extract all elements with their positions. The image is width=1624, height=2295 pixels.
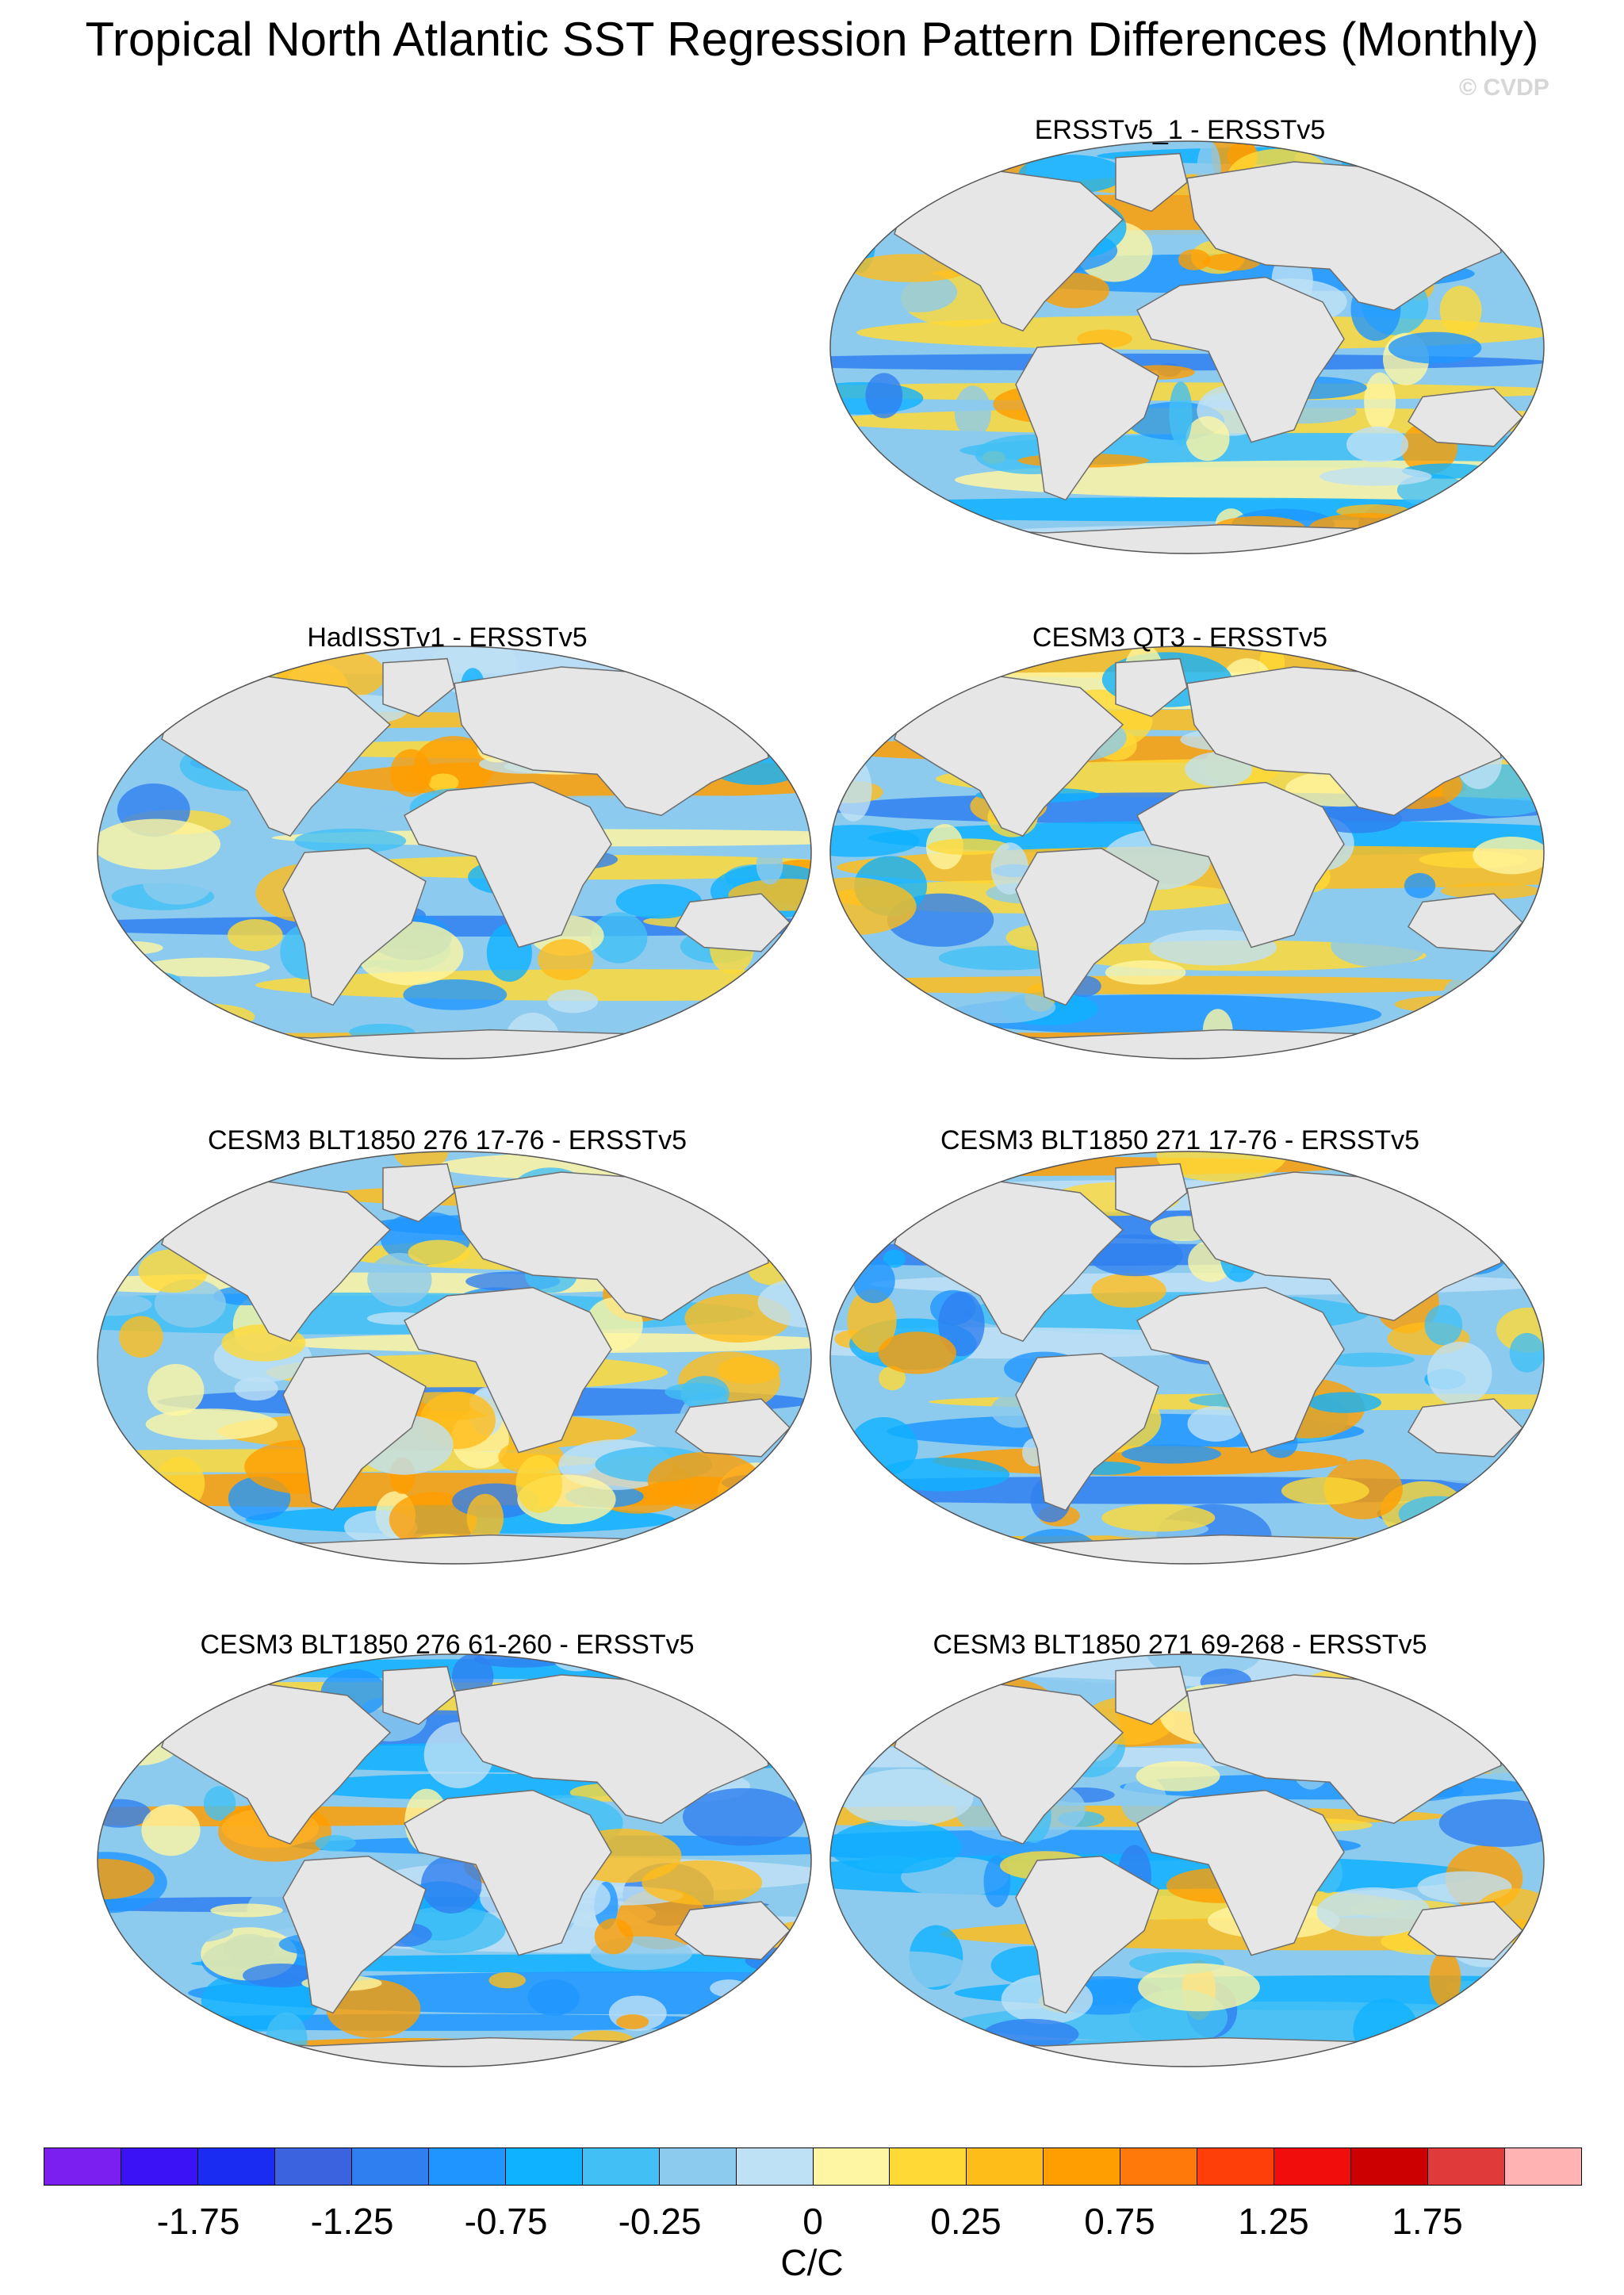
colorbar-swatch	[1428, 2148, 1506, 2185]
landmass	[894, 674, 1124, 837]
colorbar-swatch	[197, 2148, 275, 2185]
landmass	[282, 1856, 427, 2014]
panel-title-4: CESM3 BLT1850 276 17-76 - ERSSTv5	[207, 1125, 688, 1155]
landmass	[147, 1534, 762, 1564]
colorbar-swatch	[967, 2148, 1044, 2185]
colorbar-swatch	[736, 2148, 814, 2185]
landmass	[1115, 1163, 1188, 1223]
landmass	[161, 674, 392, 837]
landmass	[382, 657, 455, 718]
map-panel-6	[98, 1654, 811, 2067]
map-panel-3	[830, 646, 1544, 1059]
landmass	[404, 1286, 612, 1454]
colorbar-tick-label: 0.75	[1084, 2201, 1155, 2242]
landmass	[894, 1682, 1124, 1845]
landmass	[404, 1789, 612, 1956]
colorbar-swatch	[582, 2148, 660, 2185]
panel-title-1: ERSSTv5_1 - ERSSTv5	[1034, 115, 1326, 145]
landmass	[879, 523, 1495, 554]
colorbar-swatch	[505, 2148, 583, 2185]
colorbar-tick-label: 0	[802, 2201, 823, 2242]
map-panel-1	[830, 141, 1544, 554]
map-outline	[829, 140, 1545, 554]
landmass	[1408, 1398, 1524, 1458]
colorbar-swatch	[1274, 2148, 1352, 2185]
landmass	[1015, 343, 1159, 501]
landmass	[282, 848, 427, 1006]
map-outline	[97, 1151, 812, 1565]
landmass	[147, 1029, 762, 1059]
colorbar-swatch	[1351, 2148, 1429, 2185]
landmass	[382, 1665, 455, 1726]
landmass	[894, 1179, 1124, 1343]
landmass	[1115, 152, 1188, 213]
colorbar-tick-label: 1.25	[1238, 2201, 1309, 2242]
colorbar-swatch	[274, 2148, 352, 2185]
colorbar-tick-label: 0.25	[930, 2201, 1002, 2242]
landmass	[1408, 893, 1524, 952]
landmass	[161, 1179, 392, 1343]
copyright-watermark: © CVDP	[1459, 75, 1549, 101]
landmass	[1015, 1353, 1159, 1511]
landmass	[282, 1353, 427, 1511]
colorbar-tick-label: -0.75	[464, 2201, 548, 2242]
colorbar-tick-label: -0.25	[618, 2201, 702, 2242]
landmass	[675, 893, 791, 952]
colorbar-swatch	[121, 2148, 198, 2185]
panel-title-6: CESM3 BLT1850 276 61-260 - ERSSTv5	[200, 1630, 695, 1660]
colorbar-swatch	[44, 2148, 121, 2185]
landmass	[675, 1398, 791, 1458]
panel-title-3: CESM3 QT3 - ERSSTv5	[1032, 623, 1328, 653]
landmass	[1115, 1665, 1188, 1726]
colorbar-swatch	[659, 2148, 737, 2185]
landmass	[1136, 276, 1345, 443]
panel-title-7: CESM3 BLT1850 271 69-268 - ERSSTv5	[933, 1630, 1427, 1660]
landmass	[1136, 781, 1345, 948]
colorbar-swatch	[351, 2148, 429, 2185]
landmass	[147, 2036, 762, 2067]
landmass	[879, 1534, 1495, 1564]
colorbar-swatch	[890, 2148, 967, 2185]
colorbar-swatch	[813, 2148, 891, 2185]
map-outline	[97, 1653, 812, 2067]
colorbar-tick-label: -1.75	[156, 2201, 240, 2242]
colorbar-tick-label: -1.25	[310, 2201, 394, 2242]
landmass	[894, 169, 1124, 332]
colorbar-swatch	[428, 2148, 506, 2185]
map-panel-4	[98, 1151, 811, 1564]
colorbar	[44, 2147, 1582, 2186]
landmass	[1015, 1856, 1159, 2014]
landmass	[382, 1163, 455, 1223]
landmass	[1136, 1286, 1345, 1454]
colorbar-swatch	[1044, 2148, 1121, 2185]
map-outline	[829, 1151, 1545, 1565]
landmass	[879, 2036, 1495, 2067]
map-outline	[829, 646, 1545, 1059]
landmass	[1015, 848, 1159, 1006]
landmass	[1408, 1901, 1524, 1960]
colorbar-swatch	[1120, 2148, 1198, 2185]
landmass	[404, 781, 612, 948]
landmass	[161, 1682, 392, 1845]
landmass	[675, 1901, 791, 1960]
colorbar-tick-label: 1.75	[1392, 2201, 1463, 2242]
colorbar-swatch	[1505, 2148, 1582, 2185]
figure-title: Tropical North Atlantic SST Regression P…	[85, 13, 1539, 66]
map-outline	[829, 1653, 1545, 2067]
map-outline	[97, 646, 812, 1059]
colorbar-swatch	[1197, 2148, 1275, 2185]
colorbar-units: C/C	[780, 2242, 844, 2283]
landmass	[1115, 657, 1188, 718]
panel-title-5: CESM3 BLT1850 271 17-76 - ERSSTv5	[940, 1125, 1420, 1155]
landmass	[1408, 388, 1524, 447]
landmass	[1136, 1789, 1345, 1956]
panel-title-2: HadISSTv1 - ERSSTv5	[307, 623, 588, 653]
landmass	[879, 1029, 1495, 1059]
map-panel-2	[98, 646, 811, 1059]
